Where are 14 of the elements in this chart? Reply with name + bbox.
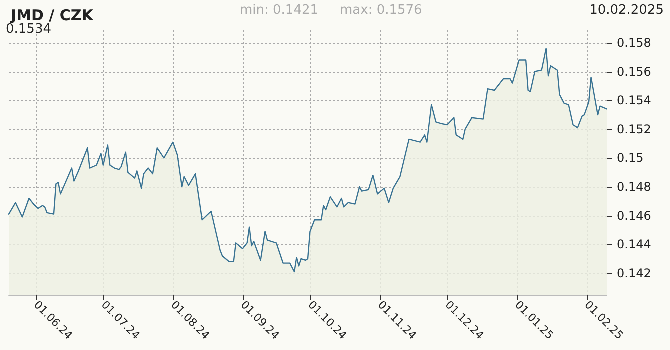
y-tick-label: 0.15: [617, 151, 644, 166]
y-tick-label: 0.142: [617, 266, 652, 280]
y-tick-label: 0.148: [617, 180, 652, 194]
y-tick-label: 0.156: [617, 64, 652, 79]
text: max: 0.1576: [340, 3, 422, 18]
annotation: 0.1534: [6, 22, 52, 37]
text: 10.02.2025: [590, 3, 664, 18]
chart-title: JMD / CZK: [10, 6, 95, 24]
text: min: 0.1421: [240, 3, 319, 18]
y-tick-label: 0.158: [617, 36, 652, 50]
y-tick-label: 0.146: [617, 208, 652, 223]
y-tick-label: 0.144: [617, 238, 652, 252]
y-tick-label: 0.152: [617, 122, 652, 136]
y-tick-label: 0.154: [617, 94, 652, 108]
